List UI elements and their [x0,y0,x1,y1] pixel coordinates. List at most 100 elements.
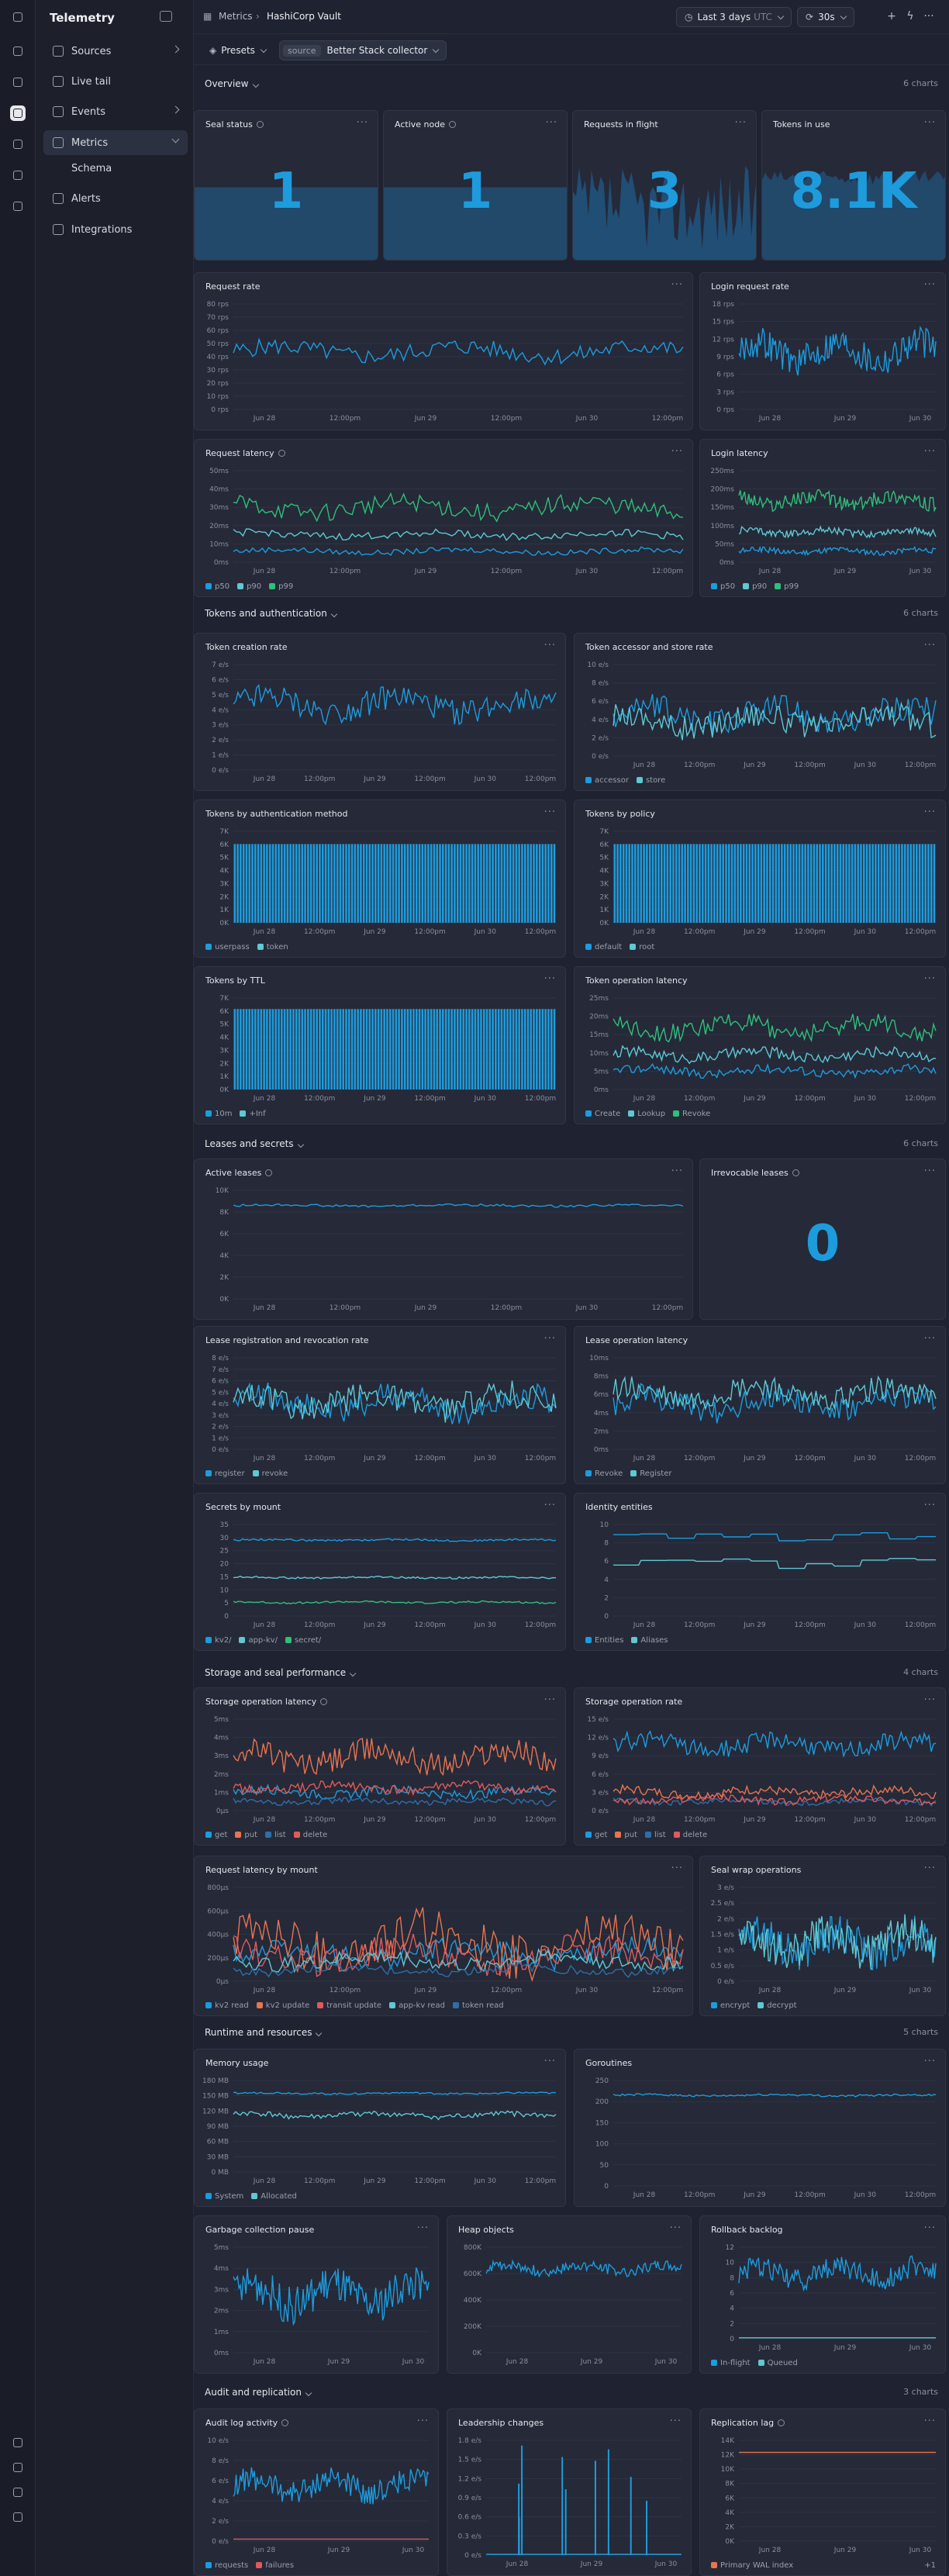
legend-item[interactable]: kv2 update [256,2001,309,2010]
help-icon[interactable] [10,2460,26,2475]
legend-item[interactable]: p99 [269,582,293,591]
chart-menu-icon[interactable]: ··· [923,1500,936,1511]
legend-item[interactable]: failures [256,2561,294,2570]
legend-item[interactable]: Aliases [631,1636,668,1645]
legend-item[interactable]: Create [585,1110,620,1118]
legend-item[interactable]: token [257,943,288,951]
live-tail-icon[interactable] [10,136,26,152]
chart-menu-icon[interactable]: ··· [734,117,747,129]
chart-menu-icon[interactable]: ··· [671,1165,683,1177]
chart-menu-icon[interactable]: ··· [544,2056,556,2067]
legend-item[interactable]: list [645,1831,666,1839]
section-header[interactable]: Runtime and resources 5 charts [205,2024,941,2042]
legend-item[interactable]: +Inf [240,1110,266,1118]
legend-item[interactable]: root [630,943,654,951]
notes-icon[interactable] [10,199,26,214]
chart-menu-icon[interactable]: ··· [923,2415,936,2427]
legend-item[interactable]: app-kv read [389,2001,445,2010]
legend-item[interactable]: put [615,1831,637,1839]
chart-menu-icon[interactable]: ··· [544,973,556,985]
legend-item[interactable]: Queued [757,2359,798,2367]
legend-item[interactable]: Register [630,1469,671,1478]
legend-item[interactable]: store [636,776,665,785]
chart-menu-icon[interactable]: ··· [923,640,936,651]
metrics-icon[interactable] [10,105,26,121]
info-icon[interactable] [278,450,285,457]
chart-menu-icon[interactable]: ··· [544,1500,556,1511]
info-icon[interactable] [448,121,456,128]
chart-menu-icon[interactable]: ··· [416,2415,429,2427]
more-icon[interactable]: ··· [923,10,934,22]
legend-item[interactable]: get [585,1831,607,1839]
legend-item[interactable]: register [205,1469,245,1478]
legend-item[interactable]: p50 [711,582,735,591]
legend-item[interactable]: requests [205,2561,248,2570]
legend-item[interactable]: p90 [237,582,261,591]
section-header[interactable]: Leases and secrets 6 charts [205,1135,941,1154]
legend-item[interactable]: Allocated [251,2192,297,2201]
settings-icon[interactable] [10,2484,26,2500]
section-header[interactable]: Tokens and authentication 6 charts [205,605,941,623]
sidebar-item-live-tail[interactable]: Live tail [43,69,188,94]
legend-item[interactable]: secret/ [285,1636,321,1645]
info-icon[interactable] [256,121,264,128]
bell-icon[interactable] [10,2435,26,2450]
chart-menu-icon[interactable]: ··· [545,117,557,129]
chart-menu-icon[interactable]: ··· [923,279,936,291]
legend-item[interactable]: 10m [205,1110,232,1118]
legend-item[interactable]: encrypt [711,2001,750,2010]
sidebar-item-integrations[interactable]: Integrations [43,217,188,242]
legend-item[interactable]: decrypt [757,2001,797,2010]
legend-item[interactable]: revoke [252,1469,288,1478]
refresh-interval-picker[interactable]: ⟳ 30s [797,7,854,27]
legend-item[interactable]: kv2 read [205,2001,249,2010]
chart-menu-icon[interactable]: ··· [671,279,683,291]
legend-item[interactable]: System [205,2192,243,2201]
chart-menu-icon[interactable]: ··· [923,806,936,818]
info-icon[interactable] [265,1169,273,1176]
sidebar-item-metrics[interactable]: Metrics [43,130,188,155]
chart-menu-icon[interactable]: ··· [544,1333,556,1345]
legend-item[interactable]: delete [673,1831,707,1839]
add-icon[interactable]: + [887,10,896,22]
chart-menu-icon[interactable]: ··· [356,117,368,129]
sidebar-item-events[interactable]: Events [43,99,188,124]
events-icon[interactable] [10,167,26,183]
legend-item[interactable]: userpass [205,943,250,951]
info-icon[interactable] [320,1698,328,1705]
chart-menu-icon[interactable]: ··· [923,446,936,458]
legend-item[interactable]: p50 [205,582,229,591]
chart-menu-icon[interactable]: ··· [923,117,936,129]
legend-item[interactable]: p90 [743,582,767,591]
legend-item[interactable]: list [265,1831,286,1839]
grid-icon[interactable]: ▦ [203,11,212,22]
legend-item[interactable]: kv2/ [205,1636,231,1645]
chart-menu-icon[interactable]: ··· [671,446,683,458]
section-header[interactable]: Overview 6 charts [205,75,941,94]
chart-menu-icon[interactable]: ··· [669,2415,682,2427]
legend-more[interactable]: +1 [924,2561,936,2570]
chart-menu-icon[interactable]: ··· [671,1863,683,1874]
chart-menu-icon[interactable]: ··· [923,1694,936,1706]
legend-item[interactable]: get [205,1831,227,1839]
chart-menu-icon[interactable]: ··· [544,806,556,818]
section-header[interactable]: Audit and replication 3 charts [205,2384,941,2402]
chart-menu-icon[interactable]: ··· [923,2222,936,2234]
legend-item[interactable]: Entities [585,1636,623,1645]
legend-item[interactable]: app-kv/ [239,1636,278,1645]
chart-menu-icon[interactable]: ··· [923,1863,936,1874]
legend-item[interactable]: default [585,943,622,951]
chart-menu-icon[interactable]: ··· [544,640,556,651]
presets-button[interactable]: ◈ Presets [202,40,274,60]
legend-item[interactable]: Primary WAL index [711,2561,793,2570]
legend-item[interactable]: Lookup [628,1110,665,1118]
chart-menu-icon[interactable]: ··· [923,1165,936,1177]
info-icon[interactable] [281,2419,289,2426]
legend-item[interactable]: token read [452,2001,504,2010]
legend-item[interactable]: p99 [775,582,799,591]
legend-item[interactable]: transit update [317,2001,381,2010]
sidebar-item-schema[interactable]: Schema [43,156,188,181]
source-filter[interactable]: source Better Stack collector [279,40,447,60]
legend-item[interactable]: delete [293,1831,327,1839]
time-range-picker[interactable]: ◷ Last 3 days UTC [676,7,792,27]
